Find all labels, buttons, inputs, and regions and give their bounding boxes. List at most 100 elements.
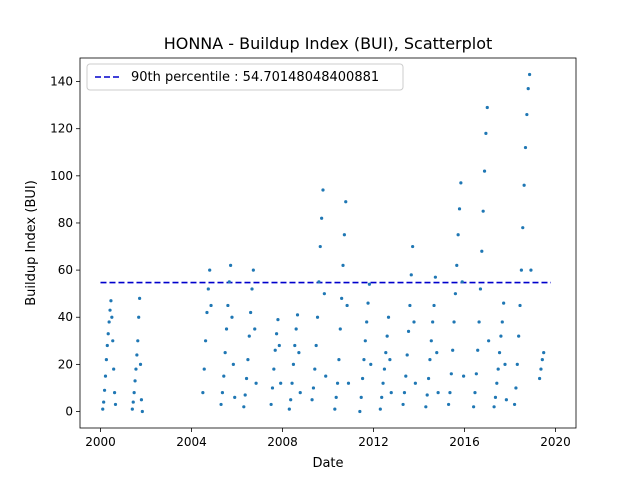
data-point: [476, 348, 480, 352]
data-point: [287, 407, 291, 411]
data-point: [322, 292, 326, 296]
data-point: [222, 374, 226, 378]
data-point: [402, 391, 407, 395]
data-point: [310, 398, 314, 402]
data-point: [497, 350, 502, 355]
data-points: [101, 72, 546, 414]
data-point: [514, 386, 518, 390]
data-point: [495, 381, 499, 385]
y-tick-label: 40: [58, 310, 73, 324]
data-point: [277, 343, 281, 348]
y-tick: 120: [50, 122, 80, 136]
data-point: [320, 216, 324, 220]
data-point: [250, 287, 254, 291]
data-point: [499, 334, 503, 338]
data-point: [429, 339, 433, 343]
data-point: [378, 407, 382, 411]
y-axis-label: Buildup Index (BUI): [24, 180, 39, 306]
data-point: [384, 350, 388, 355]
data-point: [297, 350, 301, 355]
data-point: [342, 233, 346, 237]
y-tick: 40: [58, 310, 80, 324]
data-point: [451, 348, 455, 352]
data-point: [359, 395, 363, 399]
data-point: [137, 315, 141, 319]
data-point: [291, 362, 296, 366]
data-point: [341, 263, 345, 267]
data-point: [406, 329, 411, 333]
data-point: [411, 244, 415, 249]
legend: 90th percentile : 54.70148048400881: [86, 63, 404, 91]
y-tick: 60: [58, 263, 80, 277]
data-point: [244, 376, 249, 381]
data-point: [346, 381, 351, 385]
data-point: [135, 353, 139, 357]
data-point: [107, 320, 111, 324]
data-point: [456, 233, 460, 237]
data-point: [112, 367, 116, 371]
data-point: [462, 374, 466, 378]
data-point: [431, 320, 435, 324]
data-point: [254, 381, 258, 385]
x-tick-label: 2008: [267, 435, 298, 449]
data-point: [482, 169, 487, 173]
data-point: [362, 358, 366, 362]
data-point: [317, 280, 321, 284]
data-point: [334, 395, 338, 399]
data-point: [538, 376, 542, 381]
data-point: [226, 303, 230, 308]
data-point: [269, 402, 273, 407]
data-point: [102, 388, 107, 392]
data-point: [273, 348, 277, 352]
data-point: [138, 362, 143, 366]
x-tick-label: 2004: [176, 435, 207, 449]
data-point: [274, 332, 279, 336]
data-point: [105, 343, 109, 348]
data-point: [522, 183, 526, 187]
x-axis: 2000 2004 2008 2012 2016 2020: [85, 428, 571, 449]
data-point: [369, 362, 373, 366]
data-point: [318, 244, 322, 249]
data-point: [321, 188, 325, 192]
data-point: [412, 320, 416, 324]
data-point: [448, 391, 452, 395]
data-point: [136, 339, 140, 343]
data-point: [109, 299, 113, 303]
data-point: [365, 320, 369, 324]
data-point: [519, 268, 523, 272]
plot-frame: [79, 57, 577, 429]
data-point: [432, 303, 436, 308]
data-point: [324, 374, 328, 378]
data-point: [446, 402, 451, 407]
data-point: [380, 395, 384, 399]
data-point: [133, 379, 137, 383]
data-point: [270, 386, 275, 390]
y-axis: 0 20 40 60 80 100 120 140: [50, 75, 80, 419]
data-point: [311, 386, 316, 390]
data-point: [459, 181, 463, 185]
x-tick: 2016: [449, 428, 480, 449]
data-point: [338, 327, 342, 331]
y-tick: 80: [58, 216, 80, 230]
data-point: [457, 207, 462, 211]
data-point: [272, 367, 276, 371]
data-point: [367, 282, 372, 286]
x-tick-label: 2020: [540, 435, 571, 449]
y-tick-label: 140: [50, 75, 73, 89]
x-tick: 2000: [85, 428, 116, 449]
data-point: [295, 313, 300, 317]
data-point: [101, 407, 105, 411]
data-point: [106, 332, 110, 336]
x-tick: 2020: [540, 428, 571, 449]
data-point: [405, 353, 409, 357]
data-point: [409, 273, 413, 277]
data-point: [453, 292, 458, 296]
data-point: [253, 327, 257, 331]
data-point: [246, 358, 250, 362]
data-point: [293, 343, 297, 348]
data-point: [529, 268, 533, 272]
data-point: [500, 320, 504, 324]
y-tick-label: 20: [58, 357, 73, 371]
data-point: [502, 301, 506, 305]
